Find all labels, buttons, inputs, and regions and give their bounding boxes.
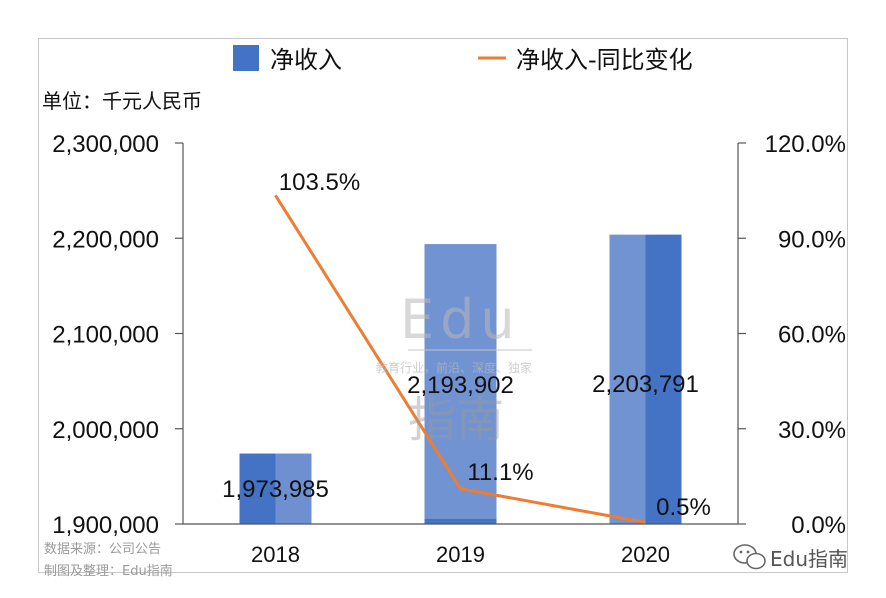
data-labels-layer: 1,973,985 2,193,902 2,203,791 103.5% 11.1% 0.… <box>222 169 711 521</box>
bar <box>609 234 682 524</box>
y-left-tick-label: 2,100,000 <box>52 322 159 349</box>
wechat-icon <box>733 544 766 570</box>
bar-segment <box>239 453 276 524</box>
yoy-data-label: 103.5% <box>279 169 360 196</box>
brand-name: Edu指南 <box>770 547 848 571</box>
bar-data-label: 2,203,791 <box>592 371 699 398</box>
watermark-title: Edu <box>400 288 521 351</box>
bar-segment <box>424 519 497 524</box>
unit-label: 单位：千元人民币 <box>42 89 202 113</box>
legend-label-bar: 净收入 <box>270 46 342 74</box>
x-tick-label: 2020 <box>621 542 670 567</box>
y-right-tick-label: 60.0% <box>778 322 846 349</box>
y-left-tick-label: 2,300,000 <box>52 131 159 158</box>
bar-data-label: 2,193,902 <box>407 372 514 399</box>
watermark: Edu 教育行业，前沿、深度、独家 指南 <box>376 288 532 448</box>
bar <box>239 453 312 524</box>
legend-swatch-bar <box>233 45 259 71</box>
x-tick-label: 2019 <box>436 542 485 567</box>
bar-data-label: 1,973,985 <box>222 476 329 503</box>
brand-badge: Edu指南 <box>733 544 848 571</box>
bar-segment <box>645 234 682 524</box>
bar <box>424 244 497 524</box>
bar-segment <box>609 234 646 524</box>
y-left-tick-label: 2,200,000 <box>52 226 159 253</box>
y-right-tick-label: 120.0% <box>765 131 846 158</box>
y-left-tick-label: 2,000,000 <box>52 417 159 444</box>
y-right-tick-label: 90.0% <box>778 226 846 253</box>
yoy-data-label: 11.1% <box>467 459 533 486</box>
legend-label-line: 净收入-同比变化 <box>516 46 693 74</box>
y-right-tick-label: 0.0% <box>791 512 846 539</box>
y-left-tick-label: 1,900,000 <box>52 512 159 539</box>
axes-layer: 1,900,000 2,000,000 2,100,000 2,200,000 2,30… <box>52 131 846 567</box>
bar-segment <box>275 453 312 524</box>
y-right-tick-label: 30.0% <box>778 417 846 444</box>
watermark-tagline: 教育行业，前沿、深度、独家 <box>376 360 532 375</box>
x-tick-label: 2018 <box>251 542 300 567</box>
bar-segment <box>424 244 497 524</box>
yoy-data-label: 0.5% <box>656 494 711 521</box>
source-note: 数据来源：公司公告 <box>44 542 161 557</box>
compiled-by-note: 制图及整理：Edu指南 <box>44 563 173 579</box>
watermark-chinese: 指南 <box>408 392 504 448</box>
bars-layer <box>239 234 682 524</box>
legend: 净收入 净收入-同比变化 <box>233 45 693 74</box>
line-layer <box>274 194 646 524</box>
